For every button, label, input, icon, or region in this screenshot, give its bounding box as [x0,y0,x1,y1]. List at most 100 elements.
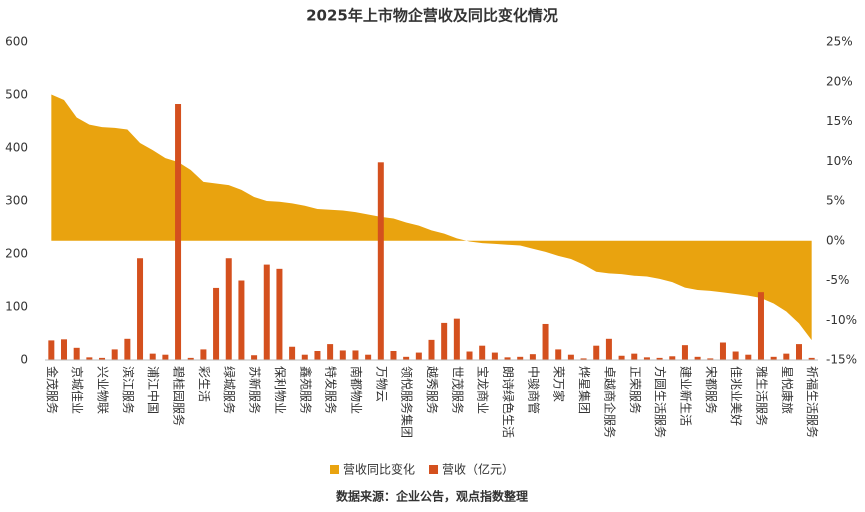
bar [263,264,270,360]
x-tick-label: 碧桂园服务 [172,366,187,426]
y2-tick-label: -15% [826,353,857,367]
x-tick-label: 南都物业 [349,366,364,414]
legend-label: 营收（亿元） [442,462,514,477]
bar [453,318,460,360]
bar [162,354,169,360]
x-tick-label: 京城佳业 [70,366,84,414]
bar [48,340,55,360]
bar [707,358,714,360]
x-tick-label: 浦江中国 [146,366,161,414]
bar [656,357,663,360]
bar [631,353,638,360]
legend-swatch [330,465,339,474]
x-tick-label: 领悦服务集团 [400,366,415,438]
bar [694,356,701,360]
y-tick-label: 500 [5,88,28,102]
bar [377,162,384,360]
bar [289,346,296,360]
bar [213,287,220,360]
y2-tick-label: 5% [826,194,845,208]
bar [605,338,612,360]
bar [428,339,435,360]
x-tick-label: 烨星集团 [577,366,592,414]
y2-tick-label: 20% [826,74,853,88]
x-tick-label: 万物云 [374,366,388,402]
bar [593,345,600,360]
bar [352,350,359,360]
x-tick-label: 金茂服务 [45,366,60,414]
bar [504,357,511,360]
bar [73,347,80,360]
chart-title: 2025年上市物企营收及同比变化情况 [306,7,558,25]
y-tick-label: 400 [5,141,28,155]
y-tick-label: 200 [5,247,28,261]
bar [403,356,410,360]
bar [225,258,232,360]
y2-tick-label: 10% [826,154,853,168]
bar [441,322,448,360]
bar [390,350,397,360]
x-tick-label: 宝龙商业 [476,366,491,414]
x-tick-label: 苏新服务 [248,366,263,414]
bar [200,349,207,360]
bar [86,357,93,360]
bar [61,339,68,360]
bar [99,357,106,360]
bar [238,280,245,360]
bar [745,354,752,360]
bar [339,350,346,360]
x-tick-label: 雅生活服务 [754,366,769,426]
bar [795,344,802,360]
bar [783,353,790,360]
x-tick-label: 越秀服务 [425,366,440,414]
x-tick-label: 方圆生活服务 [653,366,668,438]
x-tick-label: 特发服务 [324,366,339,414]
bar [567,354,574,360]
x-tick-label: 祈福生活服务 [805,366,820,438]
bar [555,349,562,360]
bar [276,268,283,360]
bar [466,351,473,360]
area [51,94,812,341]
bar [137,258,144,360]
legend-swatch [429,465,439,474]
y2-tick-label: 25% [826,35,853,49]
x-tick-label: 兴业物联 [96,366,110,414]
y2-tick-label: -10% [826,313,857,327]
bar [479,345,486,360]
y-tick-label: 0 [20,353,28,367]
y2-tick-label: 15% [826,114,853,128]
bar [770,356,777,360]
x-tick-label: 绿城服务 [222,366,237,414]
x-tick-label: 鑫苑服务 [298,366,313,414]
bar [491,352,498,360]
bar [251,355,258,360]
x-tick-label: 保利物业 [273,366,287,414]
bar [618,355,625,360]
bar [124,338,131,360]
bar [314,350,321,360]
bar [542,323,549,360]
x-tick-label: 建业新生活 [678,366,693,426]
bar [643,357,650,360]
bar [732,351,739,360]
bar [365,354,372,360]
bar [757,292,764,360]
bar [111,349,118,360]
bar [808,357,815,360]
bar [149,353,156,360]
y2-tick-label: -5% [826,273,849,287]
bar [517,356,524,360]
x-tick-label: 佳兆业美好 [729,366,743,426]
x-tick-label: 正荣服务 [628,366,643,414]
x-tick-label: 星悦康旅 [780,366,795,414]
bar [301,354,308,360]
x-tick-label: 世茂服务 [450,366,465,414]
bar [580,358,587,360]
x-tick-label: 卓越商企服务 [602,366,617,438]
y-tick-label: 600 [5,35,28,49]
x-tick-label: 朗诗绿色生活 [501,366,516,438]
x-tick-label: 彩生活 [197,366,211,402]
bar [175,104,182,360]
